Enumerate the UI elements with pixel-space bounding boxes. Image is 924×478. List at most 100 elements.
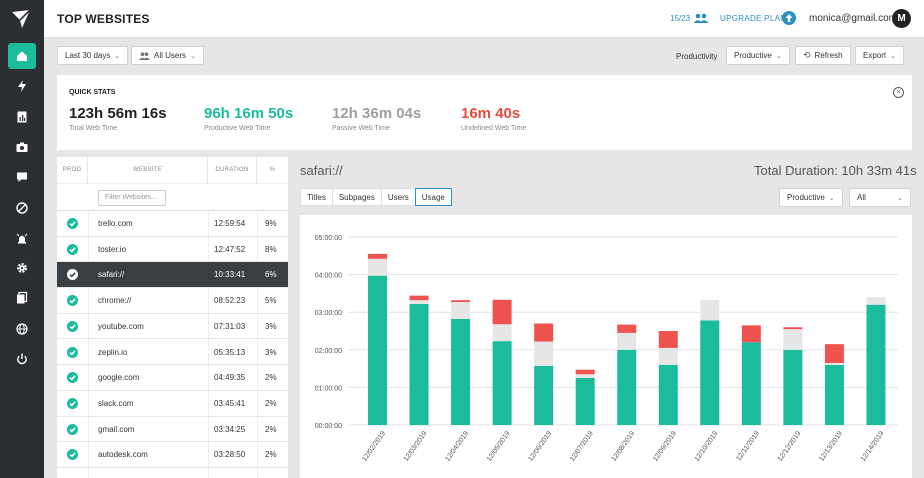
- sidebar-item-library[interactable]: [8, 285, 36, 311]
- users-dropdown[interactable]: All Users ⌄: [131, 46, 204, 65]
- bar-segment[interactable]: [783, 327, 803, 330]
- bar-segment[interactable]: [783, 329, 803, 350]
- refresh-button[interactable]: ⟲ Refresh: [795, 46, 851, 65]
- table-row[interactable]: autodesk.com 03:28:50 2%: [57, 442, 288, 468]
- check-icon: [67, 295, 78, 307]
- table-row[interactable]: youtube.com 07:31:03 3%: [57, 314, 288, 340]
- y-tick-label: 04:00:00: [315, 273, 342, 280]
- date-range-dropdown[interactable]: Last 30 days ⌄: [57, 46, 129, 65]
- bar-segment[interactable]: [783, 349, 803, 425]
- bar-segment[interactable]: [575, 378, 595, 425]
- chevron-down-icon: ⌄: [828, 194, 835, 202]
- export-dropdown[interactable]: Export ⌄: [855, 46, 904, 65]
- filter-websites-input[interactable]: Filter Websites...: [98, 190, 166, 206]
- avatar[interactable]: M: [892, 9, 911, 28]
- sidebar-item-chat[interactable]: [8, 164, 36, 190]
- bar-segment[interactable]: [617, 332, 637, 350]
- productivity-value: Productive: [734, 51, 772, 60]
- x-tick-label: 12/12/2019: [777, 430, 803, 463]
- stat-undefined: 16m 40s Undefined Web Time: [461, 105, 526, 132]
- upgrade-plan-link[interactable]: UPGRADE PLAN: [720, 14, 787, 23]
- sidebar-item-alarm[interactable]: [8, 225, 36, 251]
- column-header-duration[interactable]: DURATION: [208, 157, 257, 183]
- productivity-dropdown[interactable]: Productive ⌄: [726, 46, 790, 65]
- bar-segment[interactable]: [451, 300, 471, 303]
- sidebar-item-gear[interactable]: [8, 255, 36, 281]
- bar-segment[interactable]: [575, 369, 595, 375]
- bar-segment[interactable]: [368, 275, 387, 425]
- logo-icon[interactable]: [10, 8, 32, 30]
- user-email[interactable]: monica@gmail.com: [809, 13, 897, 24]
- bar-segment[interactable]: [700, 320, 720, 425]
- table-row[interactable]: toster.io 12:47:52 8%: [57, 237, 288, 263]
- bar-segment[interactable]: [741, 342, 761, 425]
- y-tick-label: 05:00:00: [315, 235, 342, 242]
- sidebar-item-report[interactable]: [8, 104, 36, 130]
- bar-segment[interactable]: [824, 362, 844, 365]
- tab-users[interactable]: Users: [380, 188, 416, 206]
- bar-segment[interactable]: [741, 325, 761, 343]
- stat-passive: 12h 36m 04s Passive Web Time: [332, 105, 421, 132]
- bar-segment[interactable]: [492, 299, 512, 325]
- x-tick-label: 12/04/2019: [444, 430, 470, 463]
- bar-segment[interactable]: [617, 324, 637, 333]
- check-icon: [67, 320, 78, 332]
- stat-label: Undefined Web Time: [461, 125, 527, 132]
- bar-segment[interactable]: [700, 299, 720, 321]
- bar-segment[interactable]: [824, 344, 844, 363]
- bar-segment[interactable]: [409, 295, 429, 301]
- upgrade-arrow-icon[interactable]: [782, 11, 796, 25]
- sidebar-item-lightning[interactable]: [8, 73, 36, 99]
- bar-segment[interactable]: [368, 253, 387, 259]
- bar-segment[interactable]: [368, 258, 387, 276]
- bar-segment[interactable]: [824, 364, 844, 425]
- bar-segment[interactable]: [866, 297, 886, 305]
- website-duration: 03:34:25: [214, 424, 246, 434]
- website-percent: 6%: [265, 270, 277, 280]
- refresh-icon: ⟲: [803, 50, 811, 60]
- table-row[interactable]: safari:// 10:33:41 6%: [57, 262, 288, 289]
- tab-usage[interactable]: Usage: [414, 188, 452, 206]
- quick-stats-panel: QUICK STATS × 123h 56m 16s Total Web Tim…: [57, 75, 912, 150]
- bar-segment[interactable]: [534, 365, 554, 425]
- seats-indicator[interactable]: 15/23: [670, 13, 709, 23]
- column-header-prod[interactable]: PROD: [57, 157, 88, 183]
- bar-segment[interactable]: [658, 364, 678, 425]
- column-header-percent[interactable]: %: [269, 167, 276, 173]
- bar-segment[interactable]: [575, 374, 595, 378]
- tab-subpages[interactable]: Subpages: [331, 188, 382, 206]
- bar-segment[interactable]: [658, 347, 678, 365]
- globe-icon: [16, 323, 28, 335]
- bar-segment[interactable]: [658, 331, 678, 348]
- detail-scope-dropdown[interactable]: All ⌄: [849, 188, 911, 207]
- bar-segment[interactable]: [866, 304, 886, 425]
- close-icon[interactable]: ×: [893, 87, 904, 98]
- bar-segment[interactable]: [451, 318, 471, 425]
- website-duration: 04:49:35: [214, 373, 246, 383]
- table-row[interactable]: slack.com 03:45:41 2%: [57, 391, 288, 417]
- detail-productivity-dropdown[interactable]: Productive ⌄: [779, 188, 843, 207]
- sidebar-item-globe[interactable]: [8, 316, 36, 342]
- bar-segment[interactable]: [617, 349, 637, 425]
- bar-segment[interactable]: [451, 302, 471, 319]
- tab-titles[interactable]: Titles: [300, 188, 333, 206]
- bar-segment[interactable]: [534, 341, 554, 366]
- bar-segment[interactable]: [492, 324, 512, 342]
- table-row[interactable]: chrome:// 08:52:23 5%: [57, 288, 288, 314]
- sidebar-item-block[interactable]: [8, 195, 36, 221]
- table-row[interactable]: google.com 04:49:35 2%: [57, 365, 288, 391]
- sidebar-item-power[interactable]: [8, 346, 36, 372]
- bar-segment[interactable]: [409, 300, 429, 304]
- table-row[interactable]: zeplin.io 05:35:13 3%: [57, 340, 288, 366]
- chevron-down-icon: ⌄: [897, 194, 903, 202]
- sidebar-item-home[interactable]: [8, 43, 36, 69]
- bar-segment[interactable]: [409, 303, 429, 425]
- table-row[interactable]: trello.com 12:59:54 9%: [57, 211, 288, 237]
- bar-segment[interactable]: [492, 341, 512, 425]
- sidebar-item-camera[interactable]: [8, 134, 36, 160]
- column-header-website[interactable]: WEBSITE: [88, 157, 208, 183]
- stat-value: 16m 40s: [461, 105, 521, 122]
- website-name: google.com: [98, 373, 140, 383]
- table-row[interactable]: gmail.com 03:34:25 2%: [57, 417, 288, 443]
- bar-segment[interactable]: [534, 323, 554, 342]
